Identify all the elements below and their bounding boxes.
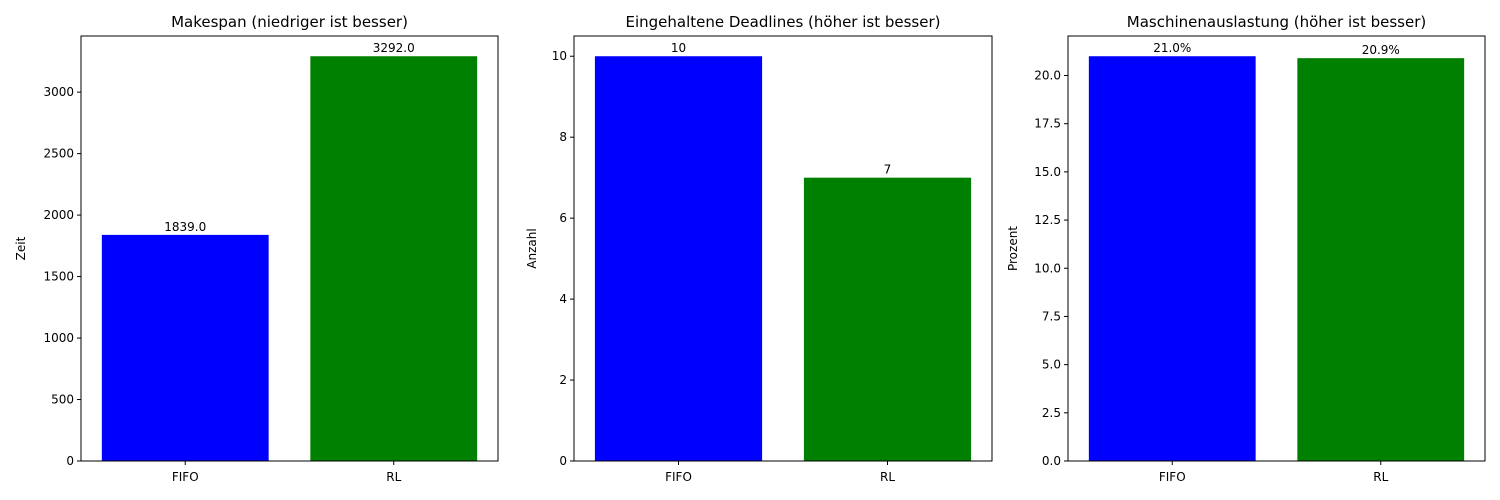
plot-frame	[1067, 35, 1486, 462]
y-tick-label: 2	[559, 373, 567, 387]
plot-frame	[573, 35, 993, 462]
x-tick-label: RL	[880, 470, 895, 484]
y-axis-label: Anzahl	[525, 228, 539, 268]
chart-panel-3: 21.0% 20.9% 0.0 2.5 5.0 7.5 10.0 12.5 15.0 17.5 20…	[1006, 13, 1486, 484]
y-tick-label: 8	[559, 130, 567, 144]
y-tick-label: 7.5	[1042, 309, 1061, 323]
bar-rl	[803, 177, 972, 461]
y-tick-label: 17.5	[1034, 117, 1061, 131]
bar-fifo	[1088, 56, 1256, 461]
y-tick-label: 5.0	[1042, 358, 1061, 372]
y-tick-label: 0	[66, 454, 74, 468]
bar-value-label: 10	[671, 41, 686, 55]
y-tick-label: 12.5	[1034, 213, 1061, 227]
y-tick-label: 10	[552, 49, 567, 63]
bar-rl	[1297, 58, 1465, 462]
y-tick-label: 6	[559, 211, 567, 225]
y-tick-label: 2.5	[1042, 406, 1061, 420]
bar-value-label: 1839.0	[164, 220, 206, 234]
y-tick-label: 1000	[43, 331, 74, 345]
y-tick-label: 0	[559, 454, 567, 468]
bar-fifo	[594, 56, 763, 461]
y-tick-label: 10.0	[1034, 261, 1061, 275]
y-axis-label: Zeit	[14, 236, 28, 260]
bar-value-label: 20.9%	[1362, 43, 1400, 57]
plot-frame	[80, 35, 499, 462]
x-tick-label: FIFO	[1159, 470, 1186, 484]
bar-value-label: 7	[884, 163, 892, 177]
chart-title: Maschinenauslastung (höher ist besser)	[1127, 13, 1426, 31]
x-tick-label: RL	[1373, 470, 1388, 484]
chart-title: Makespan (niedriger ist besser)	[171, 13, 408, 31]
chart-panel-1: 1839.0 3292.0 0 500 1000 1500 2000 2500 3000 FIFO…	[14, 13, 499, 484]
y-tick-label: 4	[559, 292, 567, 306]
bar-value-label: 3292.0	[373, 41, 415, 55]
y-tick-label: 2000	[43, 208, 74, 222]
y-tick-label: 500	[51, 393, 74, 407]
x-tick-label: FIFO	[665, 470, 692, 484]
bar-fifo	[101, 234, 269, 461]
y-tick-label: 3000	[43, 85, 74, 99]
y-tick-label: 0.0	[1042, 454, 1061, 468]
y-tick-label: 15.0	[1034, 165, 1061, 179]
chart-panel-2: 10 7 0 2 4 6 8 10 FIFO RL Eingehaltene Deadlines (…	[525, 13, 993, 484]
x-tick-label: FIFO	[172, 470, 199, 484]
y-tick-label: 20.0	[1034, 69, 1061, 83]
x-tick-label: RL	[386, 470, 401, 484]
y-tick-label: 2500	[43, 147, 74, 161]
y-axis-label: Prozent	[1006, 226, 1020, 271]
bar-value-label: 21.0%	[1153, 41, 1191, 55]
bar-rl	[310, 56, 478, 461]
chart-title: Eingehaltene Deadlines (höher ist besser…	[626, 13, 941, 31]
y-tick-label: 1500	[43, 270, 74, 284]
